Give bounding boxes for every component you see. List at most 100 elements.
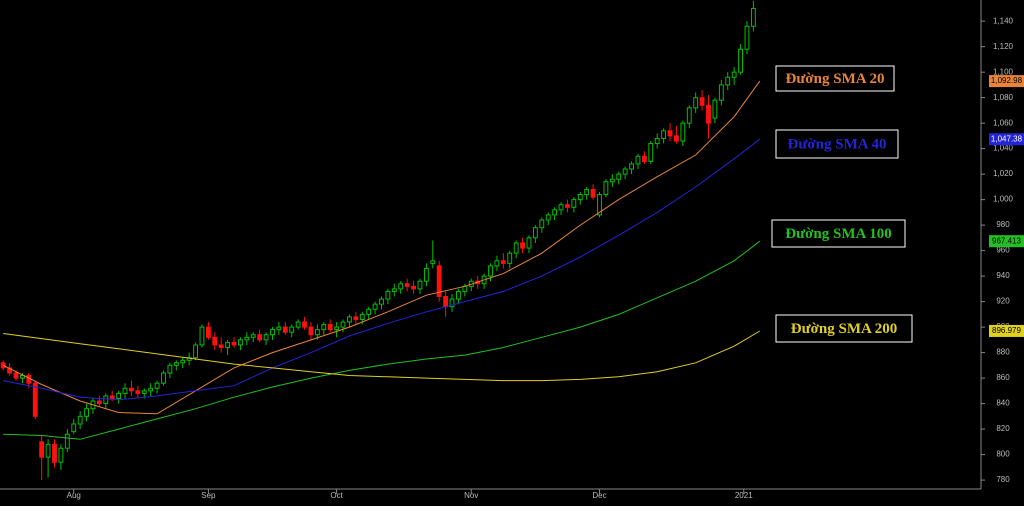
candle-body	[584, 188, 590, 196]
candle-body	[539, 219, 545, 229]
candle-body	[545, 214, 551, 221]
price-label-box	[989, 324, 1024, 337]
candle-body	[391, 288, 397, 292]
candle-body	[430, 260, 436, 264]
legend-label: Đường SMA 100	[785, 226, 892, 242]
candle-body	[327, 324, 333, 331]
candle-body	[39, 441, 45, 458]
y-tick-label: 1,140	[993, 16, 1014, 25]
candle-body	[205, 326, 211, 338]
y-tick-label: 960	[996, 246, 1010, 255]
candle-body	[141, 390, 147, 394]
legend-box	[771, 219, 906, 248]
candle-body	[667, 130, 673, 137]
candle-body	[173, 362, 179, 366]
candle-body	[308, 326, 314, 336]
candle-body	[148, 387, 154, 392]
y-tick-label: 800	[996, 450, 1010, 459]
y-tick-label: 880	[996, 348, 1010, 357]
candle-body	[161, 372, 166, 384]
candle-body	[71, 423, 77, 433]
candle-body	[500, 260, 506, 264]
price-label: 967.413	[989, 235, 1024, 248]
candle-body	[52, 443, 57, 463]
legend-box	[775, 314, 913, 343]
candle-body	[180, 359, 186, 364]
candle-body	[552, 209, 558, 216]
y-tick-label: 1,020	[993, 169, 1014, 178]
candle-body	[699, 97, 705, 106]
candle-body	[404, 283, 410, 287]
candle-body	[109, 395, 115, 399]
price-label-box	[989, 75, 1024, 88]
candle-body	[712, 99, 718, 119]
candle-body	[590, 188, 596, 198]
candle-body	[353, 316, 359, 320]
price-label-text: 1,047.38	[991, 134, 1023, 143]
candle-body	[13, 372, 19, 379]
candle-body	[706, 104, 711, 124]
candle-body	[520, 242, 525, 249]
candle-body	[744, 25, 750, 50]
candle-body	[225, 341, 231, 349]
candle-body	[314, 329, 320, 336]
candle-body	[507, 252, 513, 264]
legend-label: Đường SMA 40	[788, 136, 887, 152]
candle-body	[609, 178, 615, 183]
candle-body	[532, 227, 538, 239]
candle-body	[270, 329, 275, 336]
candle-body	[577, 194, 583, 201]
candle-body	[558, 204, 564, 211]
candle-body	[411, 285, 416, 290]
candle-body	[693, 97, 699, 109]
candle-body	[199, 326, 205, 346]
candle-body	[334, 326, 340, 331]
candle-body	[231, 341, 237, 346]
x-tick-label: Oct	[330, 491, 343, 500]
candle-body	[122, 387, 128, 394]
sma-line	[3, 240, 761, 440]
price-label: 1,047.38	[989, 133, 1024, 146]
y-tick-label: 1,040	[993, 144, 1014, 153]
y-tick-label: 860	[996, 373, 1010, 382]
sma-line	[3, 330, 761, 382]
candle-body	[488, 265, 493, 277]
x-tick-label: Sep	[201, 491, 216, 500]
price-label: 896.979	[989, 324, 1024, 337]
candle-body	[26, 375, 32, 384]
candle-body	[347, 316, 352, 323]
price-label-text: 896.979	[992, 326, 1021, 335]
candle-body	[680, 122, 686, 142]
candle-body	[218, 344, 224, 349]
y-tick-label: 940	[996, 271, 1010, 280]
legend-box	[775, 129, 899, 159]
legend-label: Đường SMA 200	[791, 321, 898, 337]
candle-body	[654, 137, 660, 145]
y-tick-label: 1,080	[993, 93, 1014, 102]
candle-body	[641, 155, 647, 162]
candle-body	[603, 181, 609, 196]
candle-body	[616, 173, 622, 180]
candle-body	[302, 321, 307, 328]
candle-body	[456, 290, 461, 300]
candle-body	[238, 339, 243, 346]
x-tick-label: Dec	[592, 491, 606, 500]
candle-body	[96, 400, 102, 405]
sma-line	[3, 138, 761, 401]
candle-body	[648, 143, 654, 162]
candle-body	[571, 199, 577, 208]
candle-body	[725, 76, 731, 86]
candle-body	[32, 382, 38, 417]
price-label-text: 967.413	[992, 236, 1021, 245]
price-label-box	[989, 235, 1024, 248]
candle-body	[340, 321, 346, 328]
candle-body	[276, 326, 282, 331]
candle-body	[64, 433, 70, 449]
candle-body	[20, 375, 25, 379]
candle-body	[629, 163, 634, 170]
price-label: 1,092.98	[989, 75, 1024, 88]
candle-body	[565, 204, 570, 208]
candle-body	[379, 298, 384, 305]
y-tick-label: 1,100	[993, 67, 1014, 76]
legend-label: Đường SMA 20	[786, 71, 885, 87]
